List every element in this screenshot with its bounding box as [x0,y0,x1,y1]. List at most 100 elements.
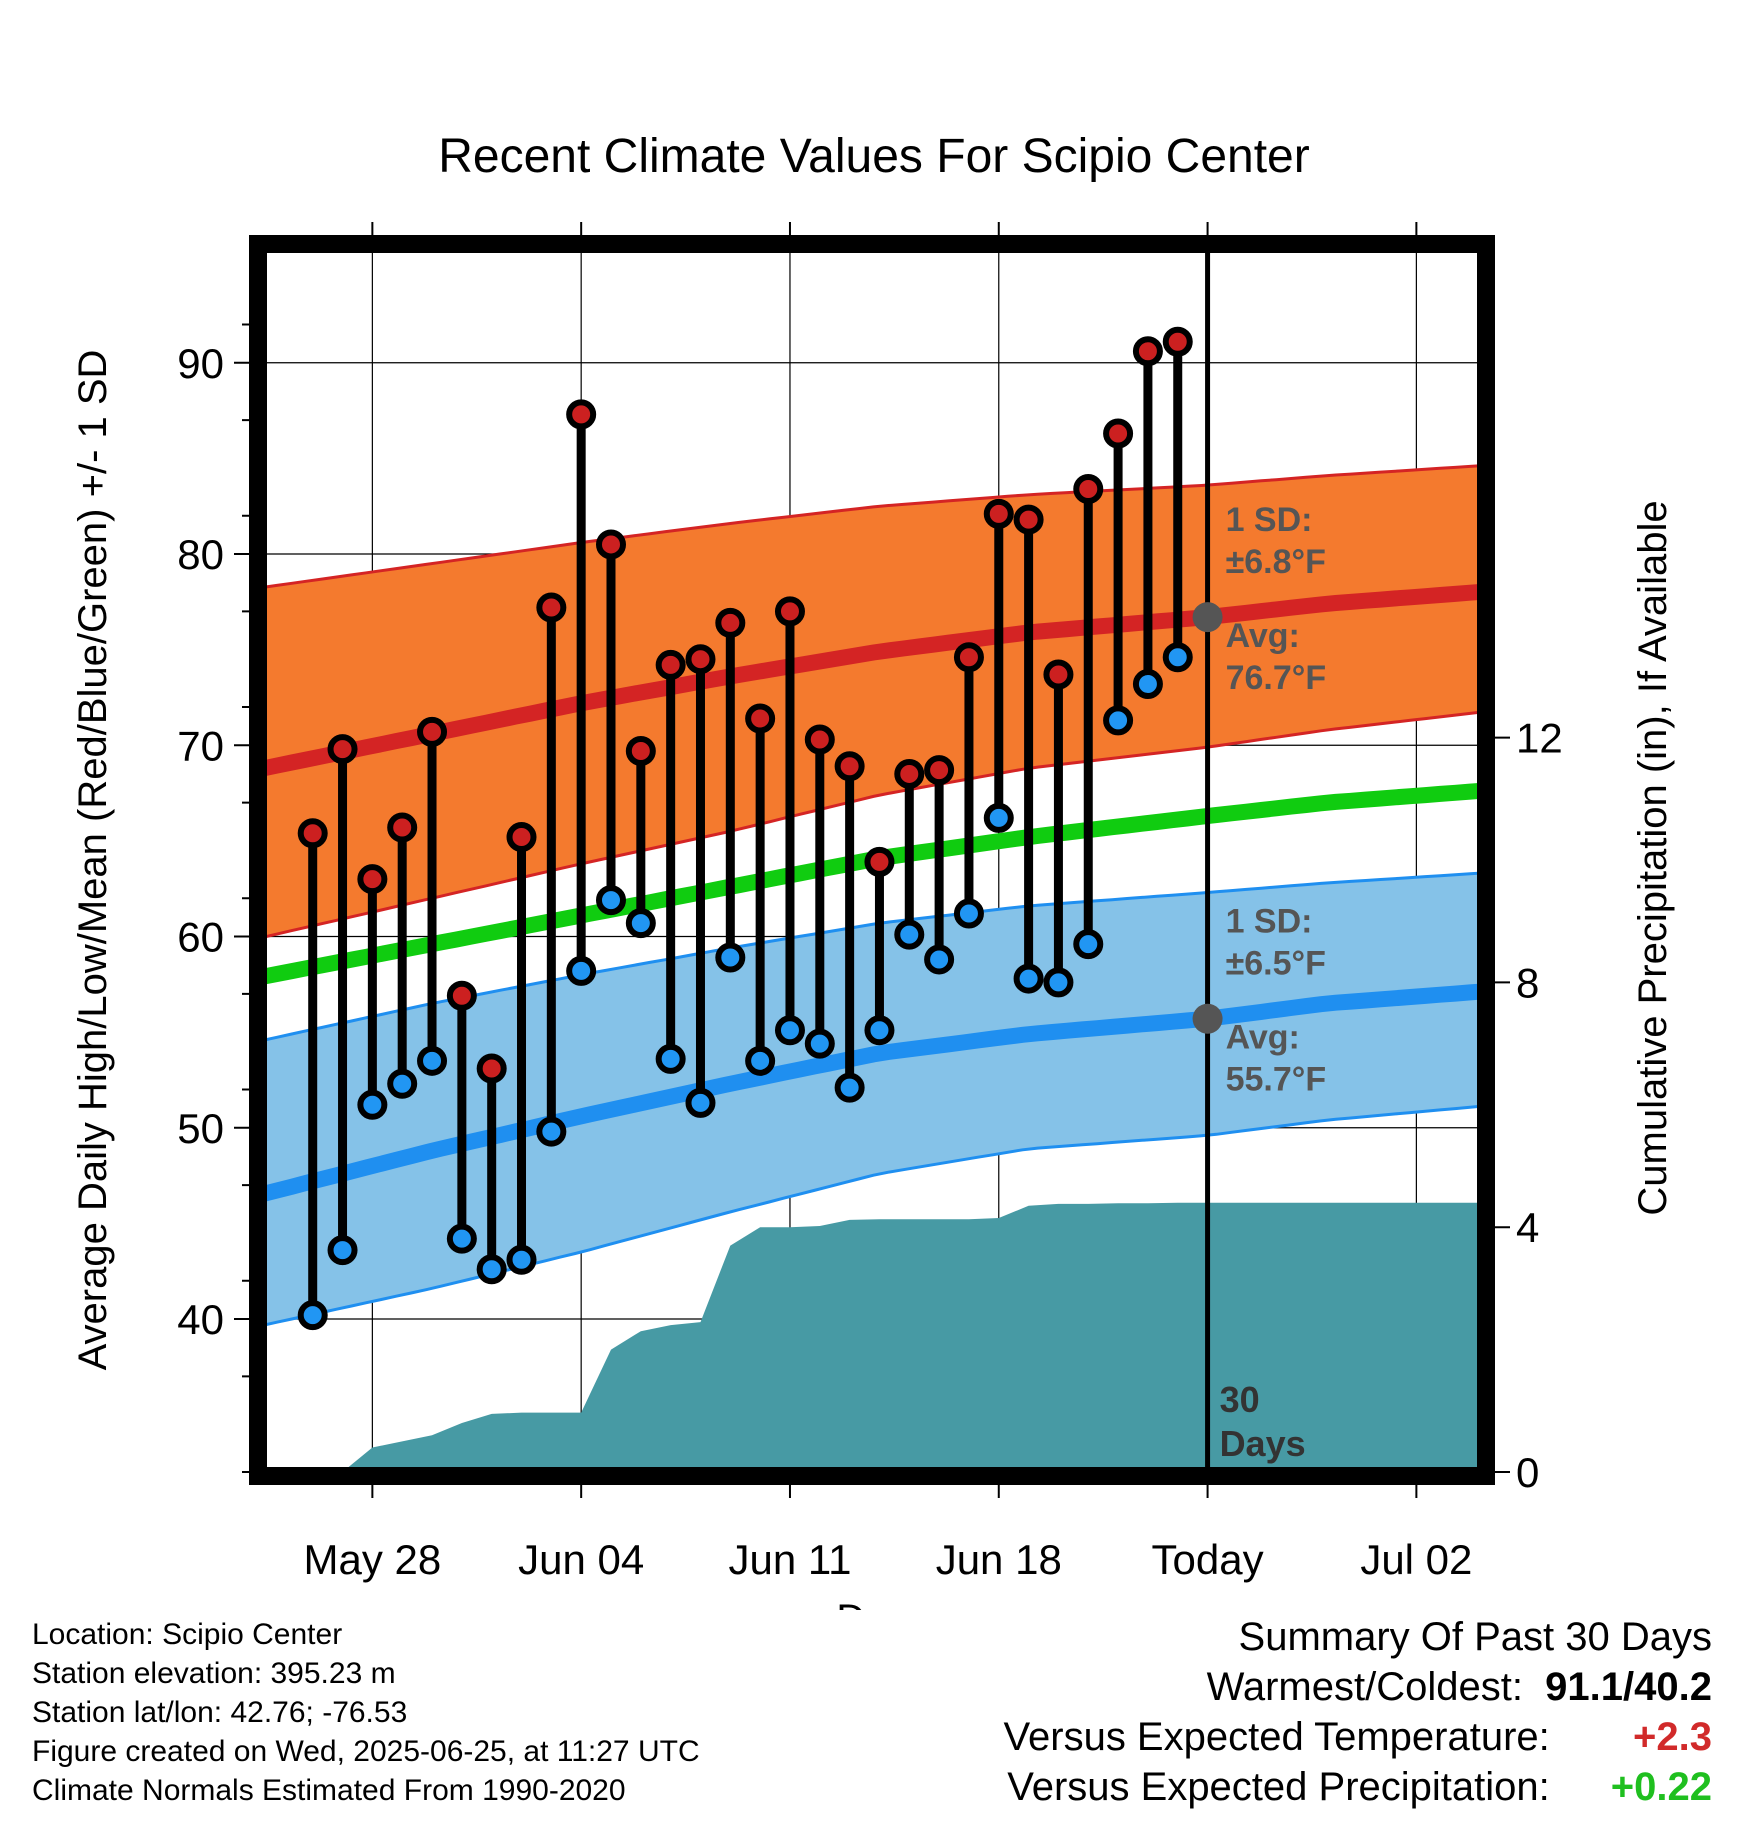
low-annotation-avg-label: Avg: [1226,1019,1300,1057]
normals-period-text: Climate Normals Estimated From 1990-2020 [32,1774,626,1807]
summary-row-warmest: Warmest/Coldest: 91.1/40.2 [1004,1662,1712,1712]
x-tick-label: Today [1152,1536,1264,1583]
high-annotation-sd-label: 1 SD: [1226,501,1313,539]
low-point [566,955,597,986]
y-tick-label: 40 [177,1296,224,1343]
warmest-coldest-label: Warmest/Coldest: [1206,1665,1523,1709]
low-point [446,1223,477,1254]
precipitation [312,1202,1482,1472]
today-label-days-number: 30 [1220,1379,1260,1420]
high-point [834,751,865,782]
high-point [566,399,597,430]
annotations: 1 SD: ±6.8°F Avg: 76.7°F 1 SD: ±6.5°F Avg: 55.7… [1192,501,1327,1099]
low-annotation-sd-label: 1 SD: [1226,903,1313,941]
station-info: Location: Scipio Center Station elevatio… [32,1615,700,1810]
y-axis-title: Average Daily High/Low/Mean (Red/Blue/Gr… [71,350,115,1371]
high-point [983,498,1014,529]
precip-deviation-label: Versus Expected Precipitation: [1007,1765,1550,1809]
high-point [864,846,895,877]
y-tick-label: 90 [177,340,224,387]
high-point [387,812,418,843]
y2-axis-title: Cumulative Precipitation (in), If Availa… [1631,500,1675,1215]
high-point [924,755,955,786]
low-point [1162,642,1193,673]
elevation-text: Station elevation: 395.23 m [32,1657,396,1690]
high-point [327,734,358,765]
high-annotation-sd-value: ±6.8°F [1226,543,1326,581]
x-axis-title: Day [836,1597,907,1610]
avg-low-today-marker [1192,1003,1223,1034]
precip-area [312,1202,1482,1472]
low-point [745,1045,776,1076]
high-point [1013,504,1044,535]
high-plus-sd-line [262,464,1482,590]
low-point [625,908,656,939]
high-point [297,818,328,849]
low-point [685,1087,716,1118]
high-minus-sd-line [262,710,1482,940]
climate-chart: Recent Climate Values For Scipio Center … [71,130,1675,1610]
high-point [625,735,656,766]
temp-deviation-label: Versus Expected Temperature: [1003,1715,1550,1759]
latlon-text: Station lat/lon: 42.76; -76.53 [32,1696,408,1729]
high-point [357,864,388,895]
low-point [924,944,955,975]
summary-panel: Summary Of Past 30 Days Warmest/Coldest:… [1004,1612,1712,1812]
high-point [417,716,448,747]
low-point [536,1116,567,1147]
high-point [804,724,835,755]
high-point [1073,473,1104,504]
summary-title: Summary Of Past 30 Days [1238,1615,1712,1659]
y2-tick-label: 4 [1516,1204,1539,1251]
precip-deviation-value: +0.22 [1610,1765,1712,1809]
high-point [1132,336,1163,367]
x-tick-label: Jun 11 [728,1536,851,1583]
low-point [1103,705,1134,736]
x-tick-label: Jun 18 [936,1536,1062,1583]
temp-deviation-value: +2.3 [1633,1715,1712,1759]
low-point [804,1028,835,1059]
high-point [536,592,567,623]
low-annotation-sd-value: ±6.5°F [1226,945,1326,983]
created-text: Figure created on Wed, 2025-06-25, at 11… [32,1735,700,1768]
avg-high-today-marker [1192,602,1223,633]
low-point [1132,669,1163,700]
low-point [864,1015,895,1046]
low-point [476,1254,507,1285]
low-sd-band [262,873,1482,1326]
x-tick-label: May 28 [303,1536,441,1583]
low-point [357,1089,388,1120]
low-plus-sd-line [262,871,1482,1043]
low-point [387,1068,418,1099]
low-point [774,1015,805,1046]
observations [297,326,1193,1331]
low-point [595,885,626,916]
x-tick-label: Jun 04 [518,1536,644,1583]
low-point [1043,967,1074,998]
y-tick-label: 50 [177,1105,224,1152]
chart-title: Recent Climate Values For Scipio Center [438,130,1309,183]
low-point [655,1043,686,1074]
plot-frame [249,235,1495,1485]
low-point [297,1300,328,1331]
high-point [774,596,805,627]
high-point [1103,418,1134,449]
low-point [417,1045,448,1076]
high-point [476,1053,507,1084]
normal-bands [262,464,1482,1328]
low-annotation-avg-value: 55.7°F [1226,1061,1327,1099]
high-annotation-avg-value: 76.7°F [1226,659,1327,697]
warmest-coldest-value: 91.1/40.2 [1545,1665,1712,1709]
location-text: Location: Scipio Center [32,1618,343,1651]
summary-row-precip: Versus Expected Precipitation: +0.22 [1004,1762,1712,1812]
avg-low-line [262,983,1482,1203]
high-point [953,642,984,673]
y-tick-label: 60 [177,914,224,961]
high-point [1043,659,1074,690]
low-point [894,919,925,950]
axes: 40 50 60 70 80 90 0 4 8 12 May 28 Jun 04 Jun 11 Jun 1… [177,222,1563,1583]
high-point [1162,326,1193,357]
high-point [595,529,626,560]
